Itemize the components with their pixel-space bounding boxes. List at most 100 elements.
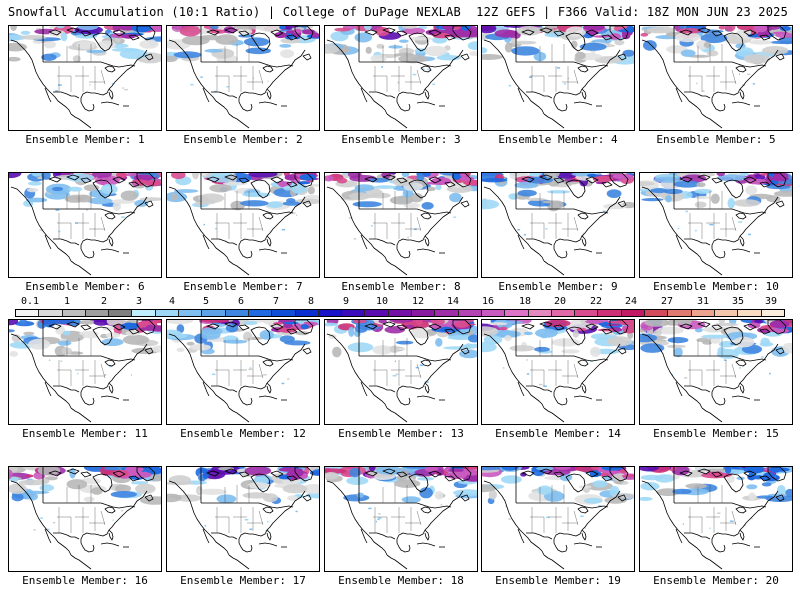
coastline-outlines (641, 26, 787, 129)
ensemble-member-label: Ensemble Member: 15 (653, 427, 779, 440)
colorbar-segment (481, 310, 506, 316)
map-line-hudson (565, 473, 586, 493)
map-line-arctic (206, 174, 298, 188)
map-line-usMex (53, 238, 80, 246)
colorbar-segment (645, 310, 669, 316)
ensemble-member-label: Ensemble Member: 13 (338, 427, 464, 440)
map-line-newfoundland (775, 200, 785, 208)
map-panel (166, 466, 320, 572)
map-line-usCan (359, 502, 452, 509)
map-line-hudson (250, 473, 271, 493)
map-line-cuba (100, 248, 120, 253)
map-panel (324, 172, 478, 278)
map-line-eastCoast (108, 196, 148, 237)
colorbar-bar (15, 309, 785, 317)
coastline-outlines (326, 26, 472, 129)
colorbar-segment (691, 310, 715, 316)
colorbar-label: 9 (342, 296, 350, 307)
map-line-hudson (92, 473, 113, 493)
map-svg (9, 467, 161, 570)
coastline-outlines (168, 173, 314, 276)
coastline-outlines (483, 467, 629, 570)
coastline-outlines (10, 467, 156, 570)
colorbar-label: 39 (764, 296, 778, 307)
map-line-baja (675, 234, 683, 250)
ensemble-panel: Ensemble Member: 14 (481, 319, 635, 443)
map-line-cuba (573, 248, 593, 253)
map-line-usCan (43, 355, 136, 362)
map-line-cuba (100, 101, 120, 106)
map-line-cuba (416, 248, 436, 253)
map-line-usCan (359, 355, 452, 362)
map-line-arctic (521, 174, 613, 188)
map-line-boundaries (215, 44, 264, 92)
map-line-boundaries (373, 485, 422, 533)
colorbar-segment (598, 310, 622, 316)
map-line-florida (424, 382, 430, 394)
colorbar-segment (435, 310, 459, 316)
map-line-central (228, 554, 250, 570)
map-line-baja (675, 381, 683, 397)
map-line-greenland (136, 467, 156, 482)
map-line-westCoast (10, 39, 72, 115)
map-line-lakes (735, 359, 747, 367)
map-line-cuba (258, 542, 278, 547)
colorbar-segment (365, 310, 389, 316)
map-line-usMex (53, 91, 80, 99)
map-line-westCoast (168, 333, 230, 409)
map-line-lakes (577, 212, 589, 220)
map-line-boundaries (215, 338, 264, 386)
colorbar-segment (505, 310, 529, 316)
map-panel (166, 172, 320, 278)
snowfall-shading (167, 320, 319, 385)
colorbar-segment (202, 310, 226, 316)
map-line-gulf (396, 529, 426, 553)
coastline-outlines (168, 467, 314, 570)
ensemble-member-label: Ensemble Member: 6 (25, 280, 145, 293)
map-line-gulf (711, 235, 741, 259)
colorbar-segment (248, 310, 273, 316)
map-line-florida (108, 382, 114, 394)
colorbar-segment (155, 310, 180, 316)
map-svg (167, 320, 319, 423)
colorbar-segment (528, 310, 552, 316)
map-line-usMex (526, 91, 553, 99)
colorbar-label: 16 (481, 296, 495, 307)
map-line-baja (44, 381, 52, 397)
coastline-outlines (10, 173, 156, 276)
map-line-baja (44, 234, 52, 250)
ensemble-member-label: Ensemble Member: 2 (183, 133, 303, 146)
map-line-gulf (553, 88, 583, 112)
map-line-boundaries (530, 485, 579, 533)
coastline-outlines (483, 320, 629, 423)
map-line-arctic (364, 321, 456, 335)
map-line-baja (517, 234, 525, 250)
colorbar-label: 18 (518, 296, 532, 307)
map-line-baja (202, 528, 210, 544)
map-line-baja (202, 87, 210, 103)
colorbar-label: 10 (375, 296, 389, 307)
map-line-hudson (92, 326, 113, 346)
ensemble-panel: Ensemble Member: 17 (166, 466, 320, 590)
map-line-boundaries (530, 191, 579, 239)
map-line-central (70, 113, 92, 129)
map-line-usMex (684, 238, 711, 246)
map-line-newfoundland (302, 53, 312, 61)
map-line-cuba (573, 395, 593, 400)
colorbar-segment (551, 310, 576, 316)
map-line-arctic (48, 321, 140, 335)
map-svg (482, 26, 634, 129)
colorbar-segment (318, 310, 343, 316)
map-line-boundaries (373, 191, 422, 239)
map-line-usMex (526, 238, 553, 246)
map-line-westCoast (168, 186, 230, 262)
snowfall-shading (9, 26, 161, 92)
map-panel (481, 466, 635, 572)
map-line-hudson (723, 32, 744, 52)
map-line-arctic (521, 27, 613, 41)
map-line-newfoundland (460, 53, 470, 61)
map-svg (9, 173, 161, 276)
map-line-florida (739, 382, 745, 394)
ensemble-panel: Ensemble Member: 12 (166, 319, 320, 443)
map-line-eastCoast (266, 343, 306, 384)
